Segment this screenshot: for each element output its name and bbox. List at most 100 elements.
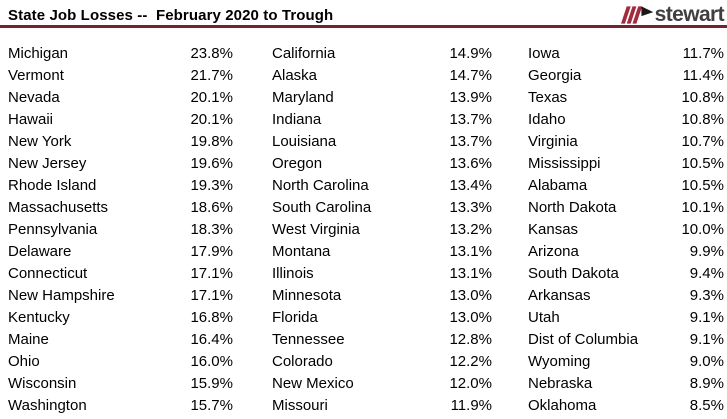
table-row: Connecticut 17.1% (8, 262, 233, 284)
state-name: West Virginia (272, 220, 360, 238)
state-value: 13.7% (449, 132, 492, 150)
state-value: 12.0% (449, 374, 492, 392)
state-value: 10.5% (681, 154, 724, 172)
table-column-2: California 14.9% Alaska 14.7% Maryland 13.9% I… (272, 42, 492, 416)
state-value: 11.9% (450, 396, 492, 414)
state-value: 19.6% (190, 154, 233, 172)
state-name: Oregon (272, 154, 323, 172)
table-row: Louisiana 13.7% (272, 130, 492, 152)
state-value: 15.7% (190, 396, 233, 414)
table-row: Alaska 14.7% (272, 64, 492, 86)
state-name: Iowa (528, 44, 560, 62)
state-name: New Hampshire (8, 286, 115, 304)
state-job-loss-table: Michigan 23.8% Vermont 21.7% Nevada 20.1% Hawa… (0, 28, 727, 416)
state-name: Maine (8, 330, 49, 348)
state-name: Louisiana (272, 132, 337, 150)
table-row: Kansas 10.0% (528, 218, 724, 240)
state-name: Missouri (272, 396, 328, 414)
table-row: Wisconsin 15.9% (8, 372, 233, 394)
table-row: Dist of Columbia 9.1% (528, 328, 724, 350)
state-value: 9.3% (689, 286, 724, 304)
state-value: 10.1% (681, 198, 724, 216)
state-name: North Dakota (528, 198, 617, 216)
state-value: 13.4% (449, 176, 492, 194)
state-name: Oklahoma (528, 396, 597, 414)
state-value: 10.8% (681, 110, 724, 128)
state-value: 23.8% (190, 44, 233, 62)
state-value: 17.9% (190, 242, 233, 260)
state-value: 14.9% (449, 44, 492, 62)
state-name: North Carolina (272, 176, 369, 194)
state-name: South Dakota (528, 264, 619, 282)
state-name: Dist of Columbia (528, 330, 639, 348)
table-row: Delaware 17.9% (8, 240, 233, 262)
table-row: Missouri 11.9% (272, 394, 492, 416)
table-row: Washington 15.7% (8, 394, 233, 416)
table-row: Idaho 10.8% (528, 108, 724, 130)
table-row: Nebraska 8.9% (528, 372, 724, 394)
state-name: Ohio (8, 352, 40, 370)
state-name: Washington (8, 396, 87, 414)
state-value: 18.6% (190, 198, 233, 216)
state-name: Kansas (528, 220, 579, 238)
state-value: 11.4% (682, 66, 724, 84)
state-name: Michigan (8, 44, 69, 62)
state-name: New York (8, 132, 72, 150)
state-value: 16.0% (190, 352, 233, 370)
state-name: Nevada (8, 88, 60, 106)
state-value: 12.2% (449, 352, 492, 370)
state-value: 16.8% (190, 308, 233, 326)
state-value: 9.9% (689, 242, 724, 260)
state-value: 15.9% (190, 374, 233, 392)
state-value: 10.8% (681, 88, 724, 106)
state-value: 18.3% (190, 220, 233, 238)
state-value: 13.1% (449, 242, 492, 260)
state-name: Illinois (272, 264, 314, 282)
state-name: Minnesota (272, 286, 342, 304)
page-title: State Job Losses -- February 2020 to Tro… (8, 7, 334, 24)
table-row: Hawaii 20.1% (8, 108, 233, 130)
table-row: West Virginia 13.2% (272, 218, 492, 240)
table-row: New Jersey 19.6% (8, 152, 233, 174)
state-name: Kentucky (8, 308, 70, 326)
state-value: 10.5% (681, 176, 724, 194)
state-name: Indiana (272, 110, 322, 128)
state-value: 16.4% (190, 330, 233, 348)
table-row: Virginia 10.7% (528, 130, 724, 152)
table-row: Tennessee 12.8% (272, 328, 492, 350)
table-row: North Dakota 10.1% (528, 196, 724, 218)
table-row: Iowa 11.7% (528, 42, 724, 64)
state-name: South Carolina (272, 198, 372, 216)
state-name: Delaware (8, 242, 72, 260)
state-value: 13.6% (449, 154, 492, 172)
state-name: Utah (528, 308, 560, 326)
state-name: Mississippi (528, 154, 601, 172)
state-value: 21.7% (190, 66, 233, 84)
state-value: 19.8% (190, 132, 233, 150)
table-row: South Carolina 13.3% (272, 196, 492, 218)
table-row: California 14.9% (272, 42, 492, 64)
state-value: 20.1% (190, 88, 233, 106)
table-row: New York 19.8% (8, 130, 233, 152)
state-value: 13.7% (449, 110, 492, 128)
table-row: Oklahoma 8.5% (528, 394, 724, 416)
table-row: Utah 9.1% (528, 306, 724, 328)
table-row: Georgia 11.4% (528, 64, 724, 86)
state-name: Pennsylvania (8, 220, 98, 238)
state-name: Wisconsin (8, 374, 77, 392)
table-row: Arkansas 9.3% (528, 284, 724, 306)
table-row: Wyoming 9.0% (528, 350, 724, 372)
state-value: 9.1% (689, 308, 724, 326)
stewart-wordmark: stewart (654, 3, 725, 26)
state-name: Nebraska (528, 374, 593, 392)
state-name: Montana (272, 242, 331, 260)
table-row: Massachusetts 18.6% (8, 196, 233, 218)
state-value: 13.2% (449, 220, 492, 238)
state-name: Arkansas (528, 286, 591, 304)
table-column-1: Michigan 23.8% Vermont 21.7% Nevada 20.1% Hawa… (8, 42, 233, 416)
state-value: 8.9% (689, 374, 724, 392)
state-value: 20.1% (190, 110, 233, 128)
state-value: 13.0% (449, 308, 492, 326)
table-row: Rhode Island 19.3% (8, 174, 233, 196)
